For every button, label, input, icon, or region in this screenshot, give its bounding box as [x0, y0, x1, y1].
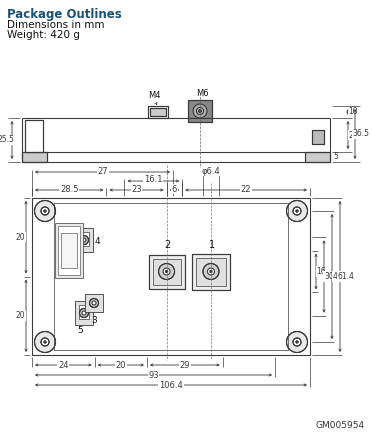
- Bar: [196, 257, 226, 285]
- Bar: [192, 253, 230, 289]
- Text: 28.5: 28.5: [60, 184, 78, 194]
- Circle shape: [165, 270, 168, 273]
- Bar: [188, 100, 212, 122]
- Text: 30: 30: [324, 272, 334, 281]
- Circle shape: [80, 309, 89, 318]
- Text: M6: M6: [196, 89, 208, 98]
- Bar: [305, 152, 330, 162]
- Text: 48: 48: [332, 272, 342, 281]
- Text: 20: 20: [116, 361, 126, 371]
- Circle shape: [295, 340, 298, 343]
- Circle shape: [80, 236, 89, 244]
- Bar: [25, 120, 43, 152]
- Circle shape: [90, 298, 99, 308]
- Bar: [32, 198, 310, 355]
- Text: 5: 5: [77, 326, 83, 335]
- Text: Weight: 420 g: Weight: 420 g: [7, 30, 80, 40]
- Bar: [61, 233, 77, 268]
- Bar: [312, 130, 324, 144]
- Circle shape: [286, 332, 308, 353]
- Bar: [150, 108, 166, 116]
- Circle shape: [44, 340, 46, 343]
- Text: GM005954: GM005954: [316, 421, 365, 430]
- Bar: [55, 223, 83, 278]
- Text: φ6.4: φ6.4: [202, 166, 220, 176]
- Bar: [150, 108, 166, 116]
- Circle shape: [41, 207, 49, 215]
- Text: Package Outlines: Package Outlines: [7, 8, 122, 21]
- Bar: [22, 152, 47, 162]
- Circle shape: [44, 209, 46, 212]
- Circle shape: [208, 268, 215, 275]
- Bar: [22, 152, 47, 162]
- Bar: [25, 120, 43, 152]
- Circle shape: [199, 110, 202, 112]
- Text: 4: 4: [95, 236, 100, 246]
- Circle shape: [158, 264, 174, 280]
- Bar: [148, 254, 185, 288]
- Text: 2: 2: [164, 240, 171, 250]
- Bar: [148, 254, 185, 288]
- Text: 27: 27: [97, 166, 108, 176]
- Text: 3: 3: [91, 316, 97, 325]
- Circle shape: [92, 301, 96, 305]
- Text: 23: 23: [131, 184, 142, 194]
- Text: 25.5: 25.5: [0, 135, 15, 145]
- Bar: [148, 106, 168, 118]
- Text: 106.4: 106.4: [159, 382, 183, 391]
- Text: 93: 93: [148, 371, 159, 381]
- Text: 20: 20: [15, 233, 25, 242]
- Circle shape: [203, 264, 219, 280]
- Circle shape: [35, 201, 55, 222]
- Circle shape: [35, 332, 55, 353]
- Circle shape: [41, 338, 49, 346]
- Text: 5: 5: [334, 152, 339, 161]
- Bar: [188, 100, 212, 122]
- Text: 20: 20: [15, 311, 25, 320]
- Text: 16: 16: [316, 267, 326, 276]
- Text: Dimensions in mm: Dimensions in mm: [7, 20, 105, 30]
- Circle shape: [82, 311, 86, 315]
- Bar: [79, 232, 89, 246]
- Circle shape: [163, 268, 170, 275]
- Text: 10: 10: [348, 108, 358, 117]
- Text: 1: 1: [209, 239, 215, 250]
- Circle shape: [295, 209, 298, 212]
- Bar: [75, 228, 93, 252]
- Bar: [85, 294, 103, 312]
- Text: 29: 29: [180, 361, 190, 371]
- Circle shape: [293, 338, 301, 346]
- Text: 22: 22: [241, 184, 251, 194]
- Circle shape: [286, 201, 308, 222]
- Bar: [192, 253, 230, 289]
- Circle shape: [209, 270, 212, 273]
- Circle shape: [293, 207, 301, 215]
- Text: 61.4: 61.4: [337, 272, 355, 281]
- Bar: [79, 305, 89, 319]
- Bar: [305, 152, 330, 162]
- Text: 6: 6: [172, 184, 177, 194]
- Circle shape: [82, 238, 86, 242]
- Text: 16.1: 16.1: [144, 176, 163, 184]
- Text: 24: 24: [58, 361, 68, 371]
- Bar: [148, 106, 168, 118]
- Bar: [75, 301, 93, 325]
- Text: M4: M4: [148, 91, 160, 100]
- Circle shape: [196, 108, 203, 114]
- Circle shape: [193, 104, 207, 118]
- Text: 36.5: 36.5: [353, 129, 369, 139]
- Bar: [58, 226, 80, 275]
- Text: 24: 24: [348, 131, 358, 139]
- Bar: [153, 259, 180, 284]
- Bar: [312, 130, 324, 144]
- Bar: [54, 203, 288, 350]
